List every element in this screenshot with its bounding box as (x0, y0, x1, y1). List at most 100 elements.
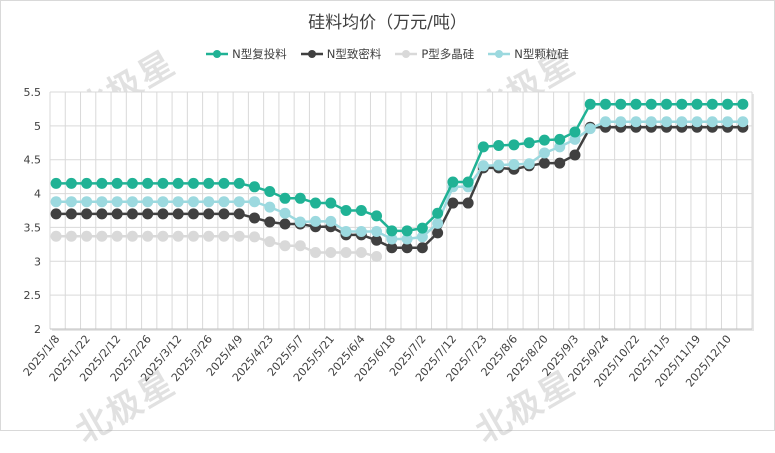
data-point (630, 116, 642, 128)
data-point (81, 208, 93, 220)
data-point (294, 216, 306, 228)
legend-item[interactable]: N型复投料 (206, 46, 287, 62)
data-point (142, 230, 154, 242)
y-tick-label: 2 (34, 323, 41, 336)
data-point (157, 208, 169, 220)
data-point (264, 236, 276, 248)
data-point (691, 116, 703, 128)
data-point (96, 230, 108, 242)
data-point (65, 196, 77, 208)
data-point (111, 196, 123, 208)
data-point (661, 116, 673, 128)
data-point (538, 147, 550, 159)
data-point (248, 181, 260, 193)
data-point (645, 98, 657, 110)
data-point (203, 230, 215, 242)
legend-marker-icon (488, 50, 511, 58)
data-point (676, 98, 688, 110)
data-point (447, 176, 459, 188)
data-point (599, 116, 611, 128)
data-point (279, 207, 291, 219)
y-tick-label: 4 (34, 188, 41, 201)
y-tick-label: 2.5 (24, 289, 42, 302)
legend-item[interactable]: N型颗粒硅 (488, 46, 569, 62)
series-line (56, 120, 743, 241)
data-point (569, 126, 581, 138)
data-point (111, 177, 123, 189)
data-point (508, 158, 520, 170)
data-point (187, 177, 199, 189)
data-point (676, 116, 688, 128)
data-point (340, 205, 352, 216)
data-point (50, 196, 62, 208)
data-point (248, 212, 260, 224)
data-point (81, 196, 93, 208)
data-point (248, 196, 260, 208)
data-point (325, 197, 337, 209)
data-point (599, 98, 611, 110)
data-point (386, 225, 398, 237)
data-point (203, 177, 215, 189)
data-point (462, 176, 474, 188)
data-point (386, 242, 398, 254)
data-point (203, 196, 215, 208)
legend-label: N型复投料 (232, 47, 287, 61)
y-tick-label: 4.5 (24, 154, 42, 167)
data-point (371, 225, 383, 237)
data-point (142, 196, 154, 208)
data-point (355, 246, 367, 258)
data-point (233, 196, 245, 208)
data-point (615, 98, 627, 110)
data-point (218, 230, 230, 242)
data-point (218, 177, 230, 189)
data-point (310, 246, 322, 258)
data-point (187, 196, 199, 208)
series-line (56, 102, 743, 233)
data-point (523, 137, 535, 149)
data-point (264, 201, 276, 213)
data-point (554, 157, 566, 169)
data-point (81, 230, 93, 242)
data-point (401, 233, 413, 245)
data-point (569, 149, 581, 161)
legend-item[interactable]: P型多晶硅 (395, 46, 474, 62)
data-point (554, 133, 566, 145)
legend-label: N型致密料 (326, 47, 382, 61)
data-point (187, 208, 199, 220)
data-point (432, 227, 444, 239)
data-point (142, 208, 154, 220)
legend-marker-icon (206, 50, 229, 58)
legend-item[interactable]: N型致密料 (300, 46, 382, 62)
data-point (523, 158, 535, 170)
data-point (340, 225, 352, 237)
data-point (187, 230, 199, 242)
data-point (645, 116, 657, 128)
data-point (691, 98, 703, 110)
data-point (416, 242, 428, 254)
data-point (706, 98, 718, 110)
series-line (56, 234, 377, 258)
legend: N型复投料 N型致密料 P型多晶硅 N型颗粒硅 (0, 46, 775, 62)
data-point (111, 230, 123, 242)
data-point (172, 196, 184, 208)
data-point (508, 139, 520, 151)
data-point (416, 231, 428, 243)
data-point (615, 116, 627, 128)
data-point (340, 246, 352, 258)
data-point (96, 196, 108, 208)
data-point (477, 160, 489, 172)
data-point (65, 177, 77, 189)
data-point (462, 197, 474, 209)
data-point (233, 208, 245, 220)
data-point (447, 197, 459, 209)
data-point (310, 197, 322, 209)
data-point (584, 123, 596, 135)
data-point (584, 98, 596, 110)
data-point (203, 208, 215, 220)
data-point (81, 177, 93, 189)
legend-marker-icon (300, 50, 323, 58)
data-point (126, 230, 138, 242)
legend-label: N型颗粒硅 (514, 47, 569, 61)
data-point (371, 234, 383, 246)
data-point (248, 231, 260, 243)
